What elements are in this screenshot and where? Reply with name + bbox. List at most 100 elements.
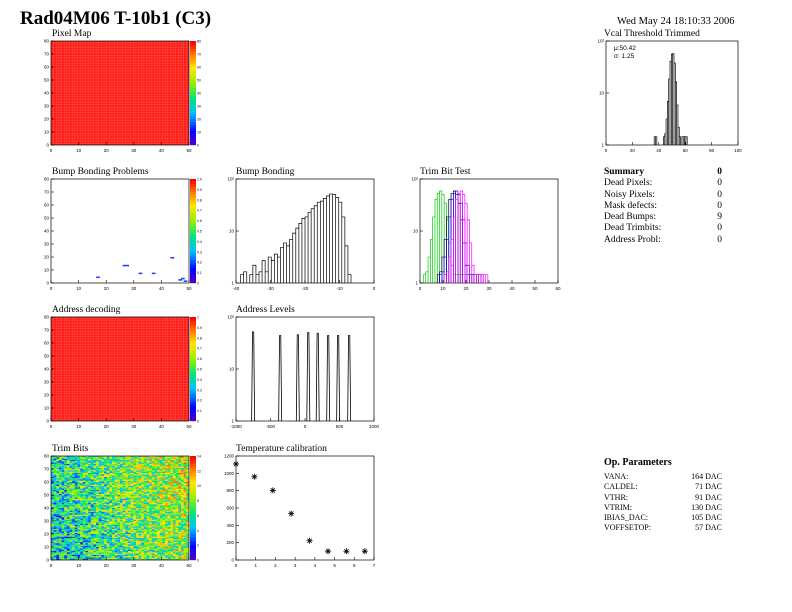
heatmap-cell xyxy=(98,479,102,481)
palette-cell xyxy=(190,202,196,206)
heatmap-cell xyxy=(127,534,131,536)
summary-panel: Summary 0 Dead Pixels: 0 Noisy Pixels: 0 M… xyxy=(604,167,722,246)
heatmap-cell xyxy=(178,491,182,493)
heatmap-cell xyxy=(143,469,147,471)
heatmap-cell xyxy=(157,528,160,531)
heatmap-cell xyxy=(125,539,129,541)
pixel-map-title: Pixel Map xyxy=(52,29,92,39)
heatmap-cell xyxy=(66,550,70,553)
heatmap-cell xyxy=(141,556,144,558)
heatmap-cell xyxy=(66,532,70,535)
heatmap-cell xyxy=(122,500,126,502)
heatmap-cell xyxy=(88,558,91,561)
heatmap-cell xyxy=(141,484,144,486)
heatmap-cell xyxy=(170,459,174,462)
heatmap-cell xyxy=(173,505,176,507)
heatmap-cell xyxy=(122,554,126,557)
heatmap-cell xyxy=(82,471,86,473)
heatmap-cell xyxy=(186,513,190,515)
heatmap-cell xyxy=(82,466,86,468)
heatmap-cell xyxy=(159,528,163,531)
heatmap-cell xyxy=(127,522,131,524)
x-tick-label: 10 xyxy=(76,563,82,568)
heatmap-cell xyxy=(104,526,107,528)
dead-bump-point xyxy=(178,279,183,281)
heatmap-cell xyxy=(120,498,123,501)
heatmap-cell xyxy=(143,498,147,501)
heatmap-cell xyxy=(186,466,190,468)
heatmap-cell xyxy=(151,550,155,553)
heatmap-cell xyxy=(112,495,115,497)
heatmap-cell xyxy=(64,526,68,528)
palette-label: 50 xyxy=(197,79,201,83)
heatmap-cell xyxy=(181,502,184,505)
heatmap-cell xyxy=(56,510,60,512)
y-tick-label: 70 xyxy=(44,328,50,333)
heatmap-cell xyxy=(125,479,129,481)
heatmap-cell xyxy=(146,535,150,537)
heatmap-cell xyxy=(154,470,158,472)
date-stamp: Wed May 24 18:10:33 2006 xyxy=(617,16,735,27)
heatmap-cell xyxy=(183,524,187,527)
heatmap-cell xyxy=(69,508,73,510)
heatmap-cell xyxy=(72,511,75,514)
palette-cell xyxy=(190,72,196,75)
heatmap-cell xyxy=(173,540,176,542)
calibration-point-stroke xyxy=(325,548,331,554)
heatmap-cell xyxy=(143,475,147,477)
heatmap-cell xyxy=(157,541,160,544)
heatmap-cell xyxy=(109,523,113,525)
heatmap-cell xyxy=(61,536,65,538)
heatmap-cell xyxy=(165,519,168,522)
heatmap-cell xyxy=(149,463,152,466)
heatmap-cell xyxy=(125,548,129,550)
heatmap-cell xyxy=(178,462,182,464)
heatmap-cell xyxy=(138,518,142,520)
heatmap-cell xyxy=(58,558,62,561)
heatmap-cell xyxy=(98,504,102,506)
heatmap-cell xyxy=(117,535,121,537)
heatmap-cell xyxy=(66,531,70,533)
heatmap-cell xyxy=(120,501,123,503)
heatmap-cell xyxy=(178,485,182,488)
heatmap-cell xyxy=(125,535,129,537)
heatmap-cell xyxy=(138,488,142,490)
heatmap-cell xyxy=(117,540,121,542)
heatmap-cell xyxy=(101,502,105,505)
heatmap-cell xyxy=(159,523,163,525)
heatmap-cell xyxy=(146,501,150,503)
heatmap-cell xyxy=(74,463,78,466)
palette-cell xyxy=(190,518,196,522)
heatmap-cell xyxy=(167,505,171,507)
heatmap-cell xyxy=(96,478,99,480)
heatmap-cell xyxy=(117,458,121,460)
heatmap-cell xyxy=(72,534,75,536)
heatmap-cell xyxy=(114,541,118,544)
heatmap-cell xyxy=(165,470,168,472)
heatmap-cell xyxy=(178,524,182,527)
heatmap-cell xyxy=(151,523,155,525)
heatmap-cell xyxy=(106,509,110,511)
heatmap-cell xyxy=(120,457,123,459)
heatmap-cell xyxy=(98,459,102,462)
heatmap-cell xyxy=(58,544,62,546)
heatmap-cell xyxy=(104,521,107,523)
heatmap-cell xyxy=(154,487,158,489)
heatmap-cell xyxy=(186,530,190,532)
heatmap-cell xyxy=(165,536,168,538)
palette-cell xyxy=(190,489,196,493)
heatmap-cell xyxy=(98,556,102,558)
heatmap-cell xyxy=(173,548,176,550)
heatmap-cell xyxy=(72,495,75,497)
heatmap-cell xyxy=(127,515,131,518)
heatmap-cell xyxy=(162,504,166,506)
heatmap-cell xyxy=(53,496,57,498)
heatmap-cell xyxy=(181,553,184,555)
heatmap-cell xyxy=(117,471,121,473)
heatmap-cell xyxy=(165,550,168,553)
heatmap-cell xyxy=(61,495,65,497)
heatmap-cell xyxy=(74,461,78,463)
heatmap-cell xyxy=(165,535,168,537)
heatmap-cell xyxy=(112,557,115,559)
palette-cell xyxy=(190,382,196,385)
